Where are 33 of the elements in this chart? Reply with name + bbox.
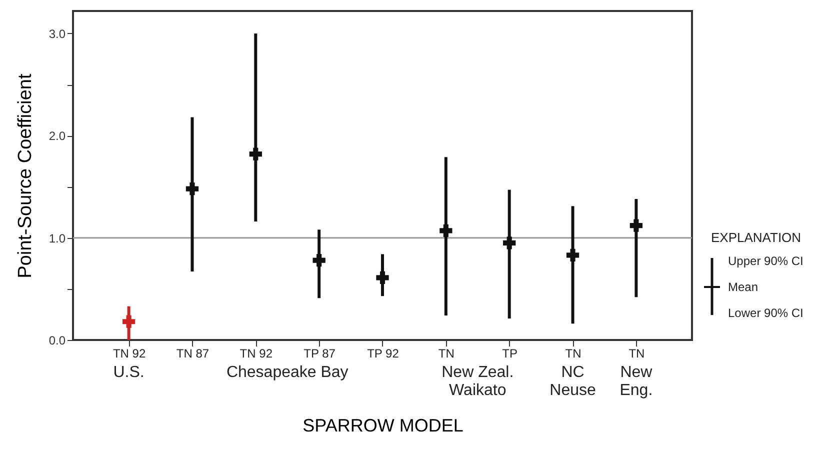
point: [312, 254, 326, 267]
x-tick-label: TN 92: [112, 346, 146, 360]
text: U.S.: [113, 364, 144, 381]
x-axis-title: SPARROW MODEL: [302, 416, 464, 436]
text: Lower 90% CI: [728, 306, 804, 320]
point: [503, 236, 516, 250]
y-tick-label: 3.0: [48, 26, 66, 41]
y-tick-label: 0.0: [48, 334, 66, 348]
x-tick-label: TN: [438, 346, 454, 360]
x-tick-label: TN 87: [176, 346, 210, 360]
x-tick-label: TN: [628, 346, 645, 360]
x-tick-label: TN: [565, 346, 582, 360]
y-tick-label: 1.0: [48, 231, 66, 246]
point: [122, 315, 136, 328]
x-tick-label: TP: [502, 346, 518, 360]
text: Mean: [728, 280, 758, 294]
text: Chesapeake Bay: [226, 364, 348, 381]
legend-title: EXPLANATION: [711, 230, 802, 245]
y-axis-title: Point-Source Coefficient: [14, 73, 36, 278]
point: [440, 224, 452, 237]
text: Upper 90% CI: [728, 254, 804, 268]
point: [376, 271, 389, 284]
point: [630, 219, 643, 232]
y-tick-label: 2.0: [48, 129, 66, 144]
x-tick-label: TN 92: [240, 346, 273, 360]
x-tick-label: TP 92: [367, 346, 400, 360]
text: NC Neuse: [550, 364, 596, 399]
point: [249, 148, 262, 160]
text: New Zeal. Waikato: [442, 364, 514, 399]
x-tick-label: TP 87: [304, 346, 336, 360]
point: [186, 182, 199, 196]
text: New Eng.: [620, 364, 653, 399]
point: [566, 248, 580, 262]
